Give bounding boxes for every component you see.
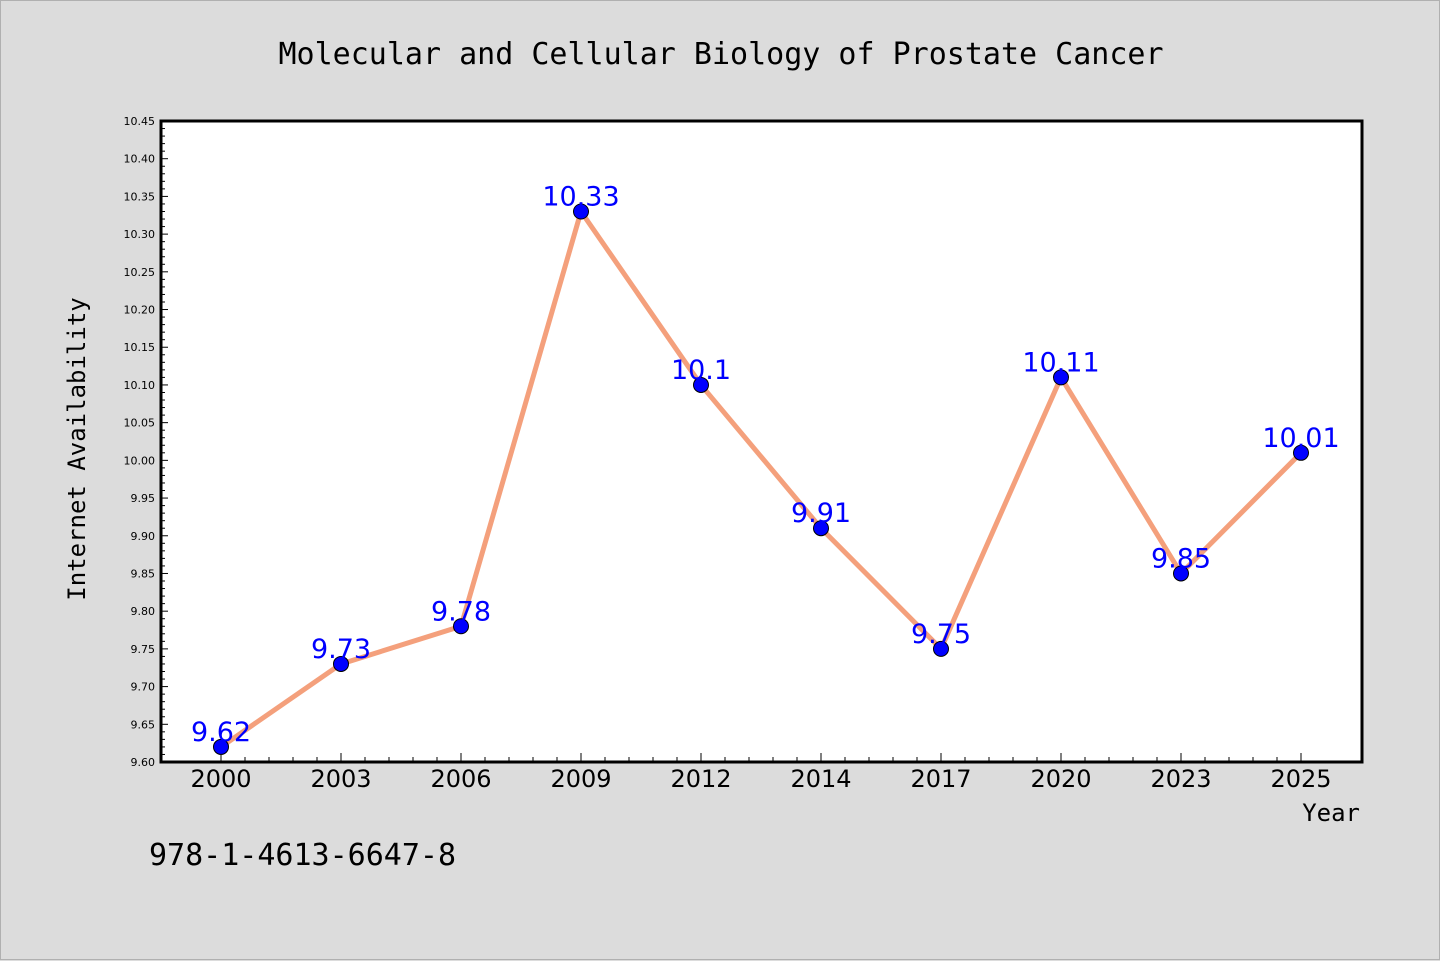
data-label: 9.75 (911, 619, 971, 650)
data-point (213, 738, 229, 755)
y-tick-label: 9.60 (131, 756, 156, 769)
data-label: 10.01 (1262, 423, 1339, 454)
y-tick-label: 9.95 (131, 492, 156, 505)
x-tick-label: 2025 (1270, 765, 1331, 793)
x-tick-label: 2014 (790, 765, 851, 793)
data-label: 9.62 (191, 717, 251, 748)
y-axis-ticks: 9.60 9.65 9.70 9.75 9.80 9.85 9.90 9.95 10.00 10.… (124, 115, 168, 769)
data-points (213, 203, 1309, 755)
y-axis-label: Internet Availability (63, 297, 91, 600)
y-tick-label: 10.10 (124, 379, 156, 392)
data-point (1053, 369, 1069, 386)
y-tick-label: 10.35 (124, 190, 156, 203)
y-tick-label: 10.40 (124, 153, 156, 166)
x-axis-label: Year (1302, 799, 1360, 827)
y-tick-label: 9.75 (131, 643, 156, 656)
data-label: 10.33 (542, 181, 619, 212)
data-point (573, 203, 589, 220)
y-tick-label: 10.45 (124, 115, 156, 128)
y-tick-label: 9.65 (131, 718, 156, 731)
y-tick-label: 10.20 (124, 304, 156, 317)
data-label: 9.73 (311, 634, 371, 665)
x-tick-label: 2009 (550, 765, 611, 793)
data-point (933, 640, 949, 657)
data-point (453, 618, 469, 635)
y-tick-label: 9.90 (131, 530, 156, 543)
data-labels: 9.62 9.73 9.78 10.33 10.1 9.91 9.75 10.11 9.85 10… (191, 181, 1340, 747)
x-tick-label: 2003 (310, 765, 371, 793)
y-tick-label: 10.30 (124, 228, 156, 241)
y-tick-label: 10.25 (124, 266, 156, 279)
data-point (1293, 444, 1309, 461)
data-label: 9.91 (791, 498, 851, 529)
x-tick-label: 2012 (670, 765, 731, 793)
series-line-group (219, 208, 1303, 749)
data-label: 10.1 (671, 355, 731, 386)
y-tick-label: 10.15 (124, 341, 156, 354)
x-axis-ticks: 2000 2003 2006 2009 2012 2014 2017 2020 2023 2025 (190, 753, 1332, 793)
x-tick-label: 2006 (430, 765, 491, 793)
x-tick-label: 2020 (1030, 765, 1091, 793)
data-point (813, 520, 829, 537)
data-label: 9.85 (1151, 543, 1211, 574)
plot-frame (159, 119, 1364, 764)
y-tick-label: 9.70 (131, 681, 156, 694)
data-point (693, 376, 709, 393)
series-line (219, 208, 1303, 749)
data-label: 9.78 (431, 596, 491, 627)
isbn-annotation: 978-1-4613-6647-8 (149, 838, 456, 873)
y-tick-label: 9.85 (131, 567, 156, 580)
data-point (333, 655, 349, 672)
x-tick-label: 2000 (190, 765, 251, 793)
y-tick-label: 9.80 (131, 605, 156, 618)
data-point (1173, 565, 1189, 582)
chart-title: Molecular and Cellular Biology of Prosta… (278, 37, 1163, 72)
x-tick-label: 2017 (910, 765, 971, 793)
y-tick-label: 10.05 (124, 417, 156, 430)
y-tick-label: 10.00 (124, 454, 156, 467)
data-label: 10.11 (1022, 347, 1099, 378)
x-tick-label: 2023 (1150, 765, 1211, 793)
